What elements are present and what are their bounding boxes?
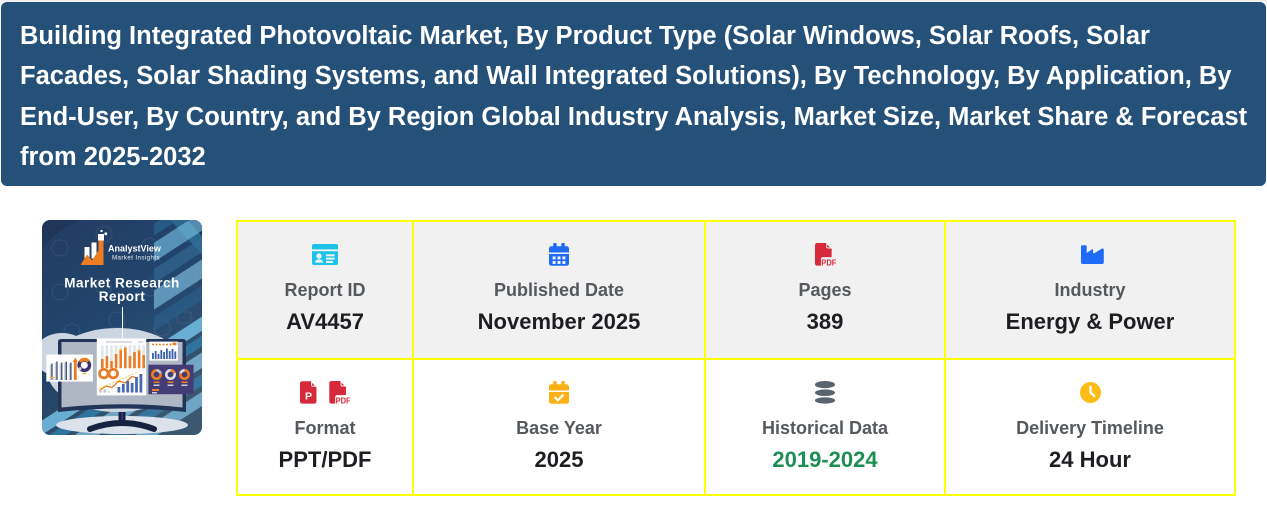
svg-text:P: P: [305, 390, 312, 402]
svg-text:Market Research: Market Research: [64, 276, 180, 291]
svg-text:PDF: PDF: [336, 396, 350, 404]
svg-text:Report: Report: [99, 289, 146, 304]
svg-text:Market Insights: Market Insights: [112, 255, 160, 262]
svg-text:PDF: PDF: [821, 258, 836, 266]
svg-text:AnalystView: AnalystView: [108, 244, 162, 254]
